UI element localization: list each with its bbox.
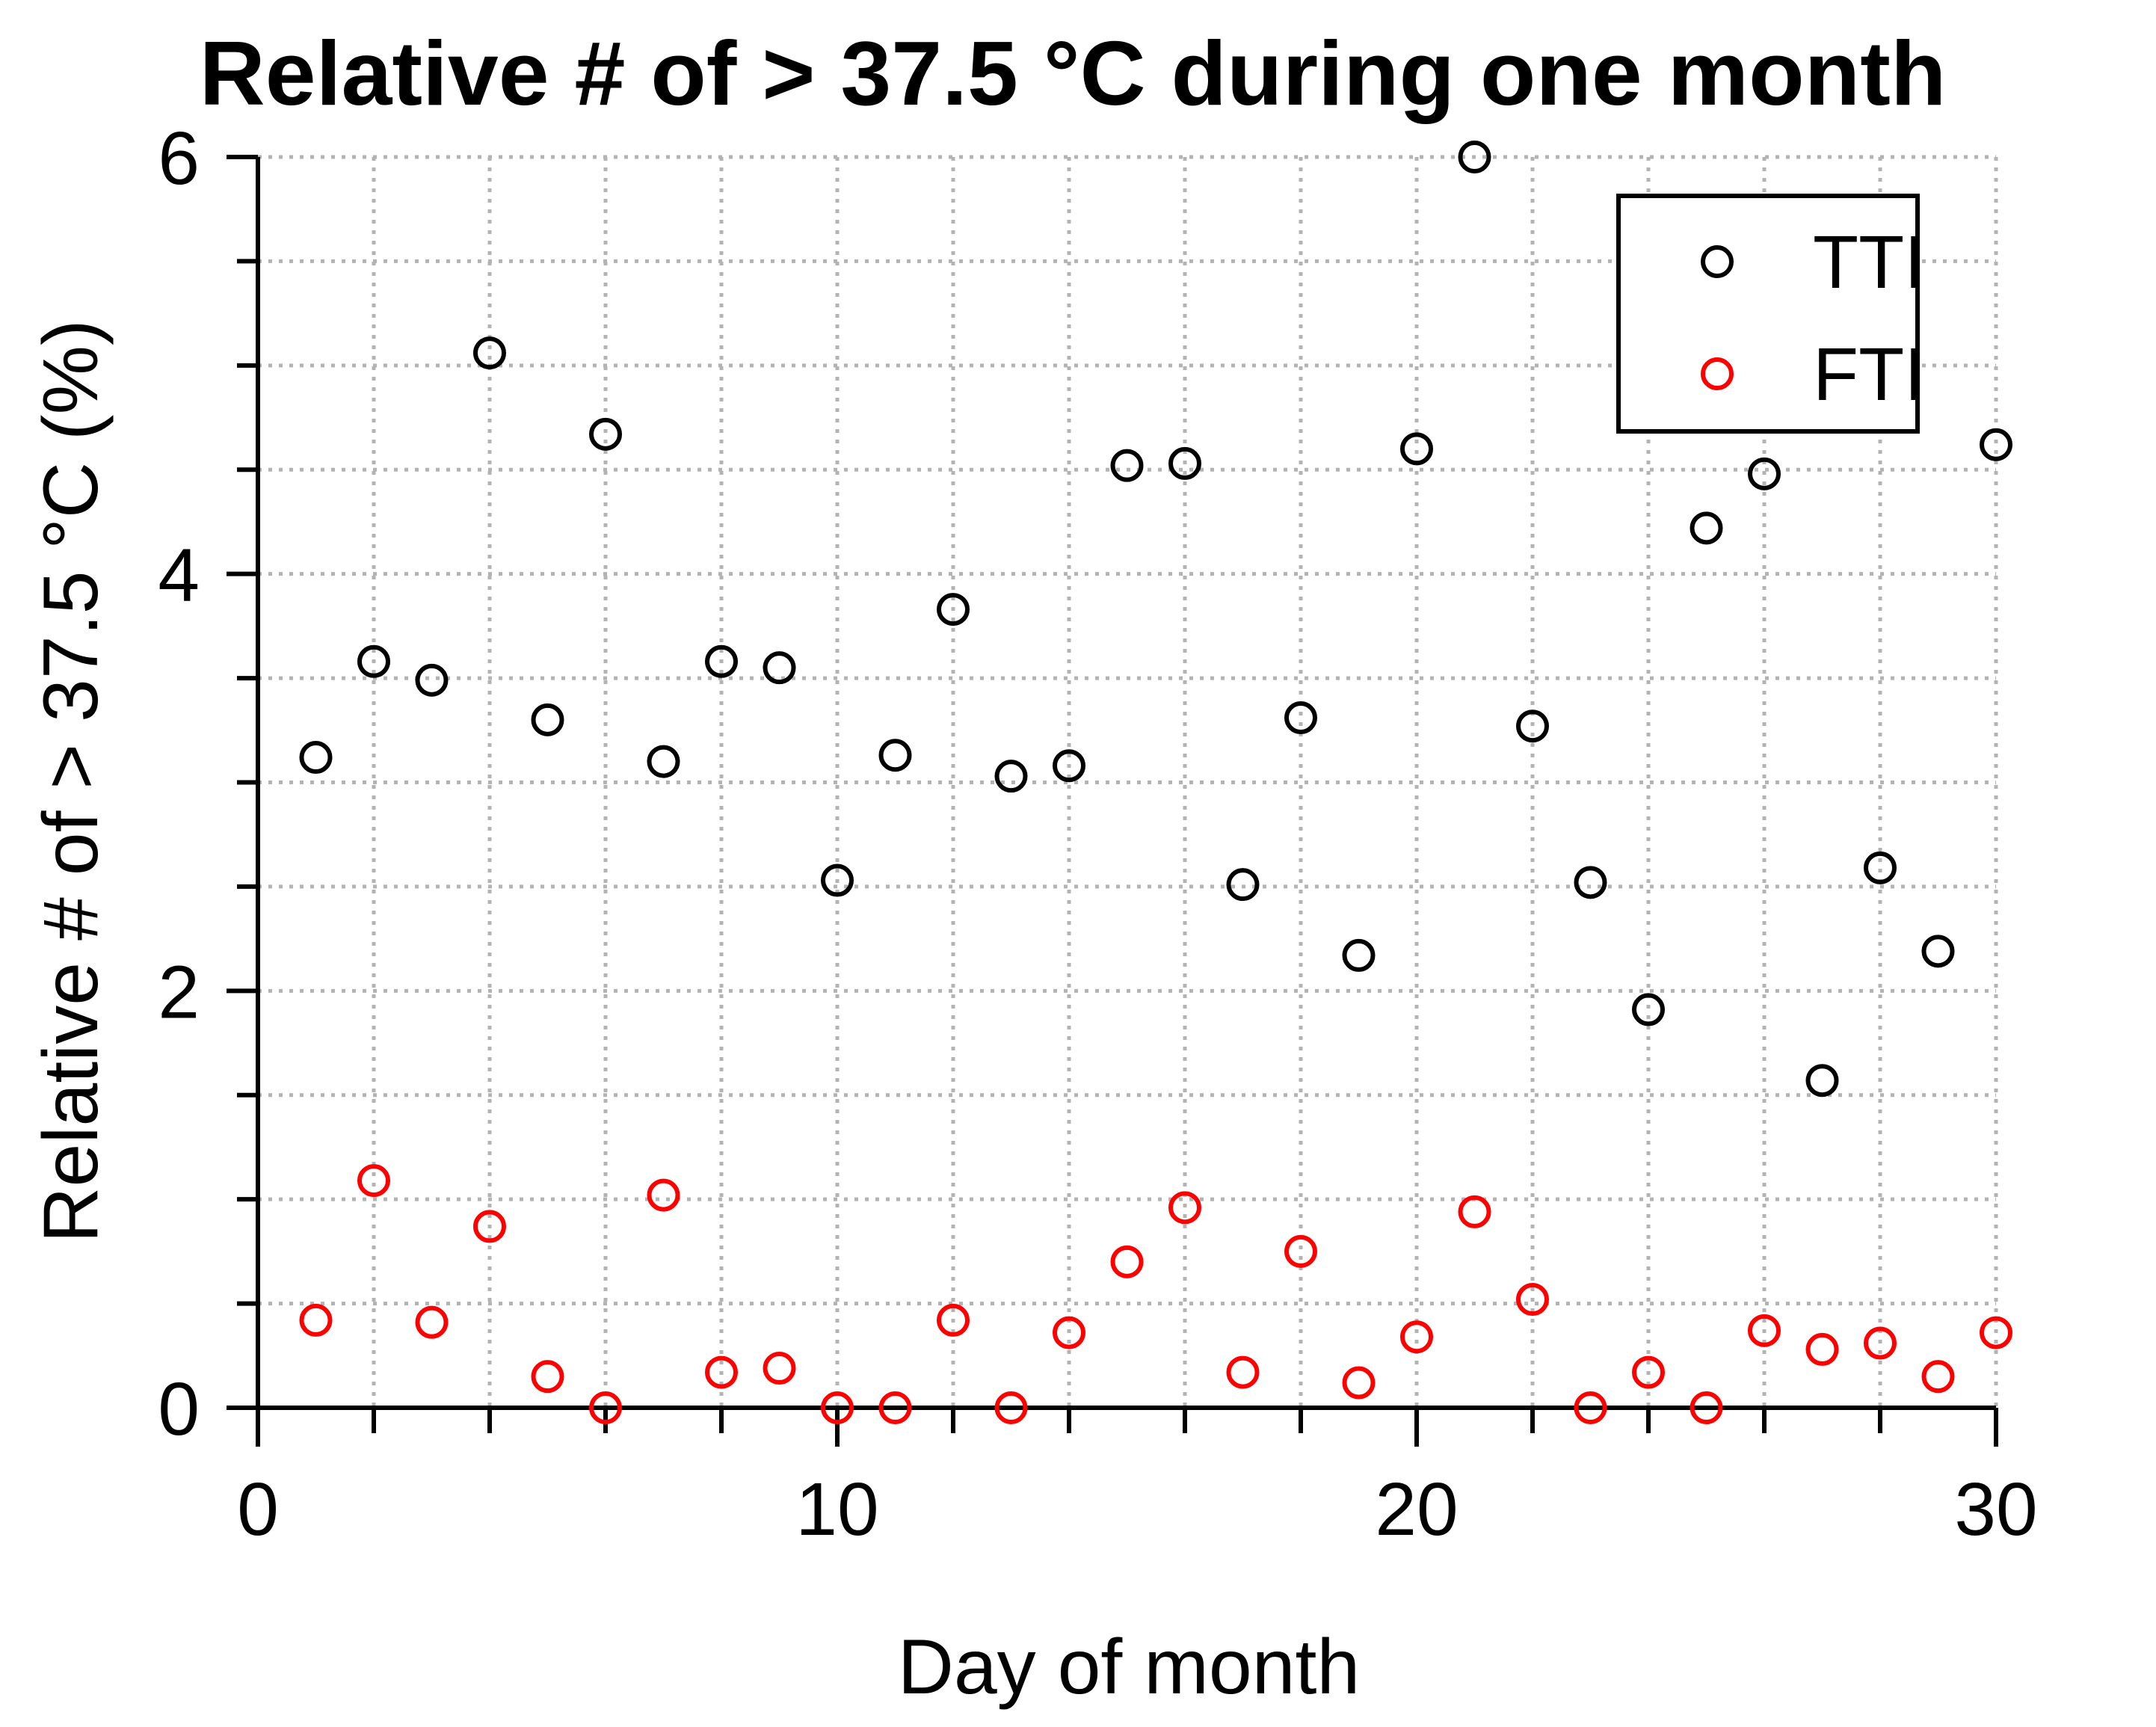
point-fti-day-18	[1284, 1234, 1317, 1268]
point-fti-day-14	[1053, 1316, 1085, 1349]
point-fti-day-21	[1458, 1195, 1491, 1228]
point-fti-day-29	[1921, 1360, 1955, 1394]
point-fti-day-10	[821, 1391, 854, 1424]
point-fti-day-20	[1400, 1320, 1433, 1354]
series-tti	[299, 141, 2012, 1098]
point-fti-day-8	[705, 1355, 738, 1389]
point-fti-day-24	[1632, 1355, 1665, 1389]
point-fti-day-6	[589, 1391, 622, 1424]
point-tti-day-21	[1458, 141, 1491, 173]
point-tti-day-4	[473, 336, 506, 370]
point-tti-day-29	[1921, 935, 1955, 968]
point-fti-day-28	[1864, 1326, 1897, 1360]
point-fti-day-23	[1574, 1391, 1607, 1424]
legend: TTI FTI	[1616, 194, 1925, 434]
point-fti-day-13	[994, 1391, 1028, 1424]
point-tti-day-9	[763, 651, 796, 685]
point-tti-day-1	[299, 741, 333, 775]
point-tti-day-20	[1400, 432, 1433, 466]
point-tti-day-23	[1574, 866, 1607, 899]
x-tick-label: 0	[237, 1468, 279, 1551]
point-tti-day-17	[1226, 868, 1260, 902]
data-series	[299, 141, 2012, 1424]
y-axis-label: Relative # of > 37.5 °C (%)	[28, 319, 114, 1243]
point-tti-day-13	[994, 760, 1028, 793]
point-tti-day-6	[589, 417, 622, 451]
x-tick-label: 30	[1954, 1468, 2037, 1551]
point-tti-day-19	[1342, 938, 1376, 972]
chart-title: Relative # of > 37.5 °C during one month	[200, 22, 1947, 124]
point-tti-day-3	[415, 663, 449, 697]
point-tti-day-8	[705, 644, 738, 678]
point-tti-day-30	[1980, 428, 2012, 461]
point-fti-day-12	[937, 1303, 970, 1337]
point-tti-day-5	[531, 703, 564, 736]
point-tti-day-11	[878, 739, 912, 772]
tick-labels: 0 10 20 30 0 2 4 6	[158, 117, 2037, 1551]
y-tick-label: 4	[158, 534, 200, 618]
point-fti-day-26	[1748, 1314, 1781, 1347]
x-tick-label: 20	[1375, 1468, 1458, 1551]
point-tti-day-28	[1864, 851, 1897, 884]
point-fti-day-3	[415, 1305, 449, 1339]
point-fti-day-15	[1110, 1245, 1144, 1278]
legend-marker-tti	[1701, 245, 1734, 278]
point-fti-day-2	[357, 1164, 390, 1198]
x-axis-label: Day of month	[898, 1624, 1361, 1711]
point-fti-day-17	[1226, 1355, 1260, 1389]
point-fti-day-7	[647, 1178, 680, 1212]
y-tick-label: 2	[158, 950, 200, 1034]
point-tti-day-25	[1690, 511, 1723, 545]
point-fti-day-4	[473, 1210, 506, 1243]
point-fti-day-30	[1980, 1316, 2012, 1349]
point-fti-day-22	[1516, 1283, 1549, 1317]
point-fti-day-27	[1805, 1332, 1839, 1366]
legend-label-fti: FTI	[1813, 333, 1925, 416]
point-fti-day-9	[763, 1352, 796, 1385]
point-tti-day-27	[1805, 1064, 1839, 1098]
point-fti-day-16	[1168, 1191, 1201, 1225]
series-fti	[299, 1164, 2012, 1424]
point-fti-day-1	[299, 1303, 333, 1337]
point-tti-day-22	[1516, 709, 1549, 743]
point-fti-day-19	[1342, 1366, 1376, 1400]
point-tti-day-18	[1284, 701, 1317, 735]
point-tti-day-24	[1632, 993, 1665, 1026]
point-tti-day-16	[1168, 446, 1201, 480]
point-tti-day-10	[821, 864, 854, 897]
legend-label-tti: TTI	[1813, 221, 1925, 304]
point-tti-day-7	[647, 745, 680, 778]
point-fti-day-5	[531, 1360, 564, 1394]
point-tti-day-26	[1748, 457, 1781, 490]
point-tti-day-12	[937, 593, 970, 627]
x-tick-label: 10	[795, 1468, 878, 1551]
y-tick-label: 6	[158, 117, 200, 200]
legend-marker-fti	[1701, 357, 1734, 390]
grid-layer	[258, 155, 1998, 1408]
point-fti-day-11	[878, 1391, 912, 1424]
point-fti-day-25	[1690, 1391, 1723, 1424]
point-tti-day-2	[357, 644, 390, 678]
legend-box	[1616, 194, 1920, 434]
point-tti-day-15	[1110, 449, 1144, 482]
y-tick-label: 0	[158, 1367, 200, 1451]
point-tti-day-14	[1053, 749, 1085, 783]
